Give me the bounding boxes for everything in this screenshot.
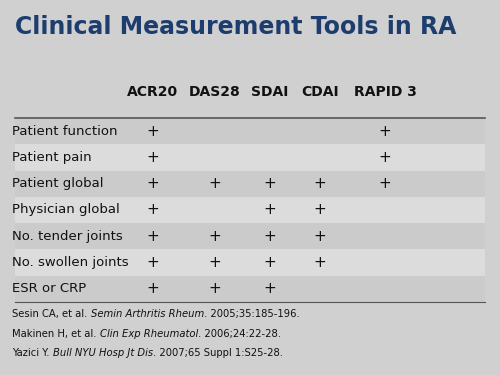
- Text: +: +: [378, 124, 392, 139]
- Text: +: +: [146, 124, 159, 139]
- Text: Semin Arthritis Rheum: Semin Arthritis Rheum: [91, 309, 204, 320]
- Text: No. swollen joints: No. swollen joints: [12, 256, 129, 269]
- Text: +: +: [208, 176, 222, 191]
- Text: ACR20: ACR20: [127, 86, 178, 99]
- Text: +: +: [146, 150, 159, 165]
- Text: Clinical Measurement Tools in RA: Clinical Measurement Tools in RA: [15, 15, 456, 39]
- Text: +: +: [314, 202, 326, 217]
- Text: +: +: [146, 229, 159, 244]
- Text: +: +: [264, 176, 276, 191]
- Text: Bull NYU Hosp Jt Dis: Bull NYU Hosp Jt Dis: [53, 348, 153, 358]
- Text: +: +: [208, 281, 222, 296]
- Text: No. tender joints: No. tender joints: [12, 230, 123, 243]
- Text: Makinen H, et al.: Makinen H, et al.: [12, 329, 100, 339]
- Text: Patient function: Patient function: [12, 125, 118, 138]
- Text: +: +: [314, 255, 326, 270]
- Text: +: +: [146, 202, 159, 217]
- Text: . 2006;24:22-28.: . 2006;24:22-28.: [198, 329, 281, 339]
- Text: +: +: [264, 229, 276, 244]
- Text: Clin Exp Rheumatol: Clin Exp Rheumatol: [100, 329, 198, 339]
- Text: DAS28: DAS28: [189, 86, 241, 99]
- Text: CDAI: CDAI: [301, 86, 339, 99]
- Text: +: +: [264, 255, 276, 270]
- Text: . 2005;35:185-196.: . 2005;35:185-196.: [204, 309, 300, 320]
- Text: +: +: [146, 255, 159, 270]
- Text: SDAI: SDAI: [252, 86, 288, 99]
- Text: Patient global: Patient global: [12, 177, 104, 190]
- Text: +: +: [378, 150, 392, 165]
- Text: +: +: [146, 281, 159, 296]
- Text: +: +: [264, 281, 276, 296]
- Text: Patient pain: Patient pain: [12, 151, 92, 164]
- Text: RAPID 3: RAPID 3: [354, 86, 416, 99]
- Text: +: +: [378, 176, 392, 191]
- Text: +: +: [208, 229, 222, 244]
- Text: Physician global: Physician global: [12, 204, 120, 216]
- Text: . 2007;65 Suppl 1:S25-28.: . 2007;65 Suppl 1:S25-28.: [153, 348, 283, 358]
- Text: +: +: [314, 176, 326, 191]
- Text: +: +: [146, 176, 159, 191]
- Text: Sesin CA, et al.: Sesin CA, et al.: [12, 309, 91, 320]
- Text: Yazici Y.: Yazici Y.: [12, 348, 53, 358]
- Text: +: +: [264, 202, 276, 217]
- Text: +: +: [208, 255, 222, 270]
- Text: +: +: [314, 229, 326, 244]
- Text: ESR or CRP: ESR or CRP: [12, 282, 87, 295]
